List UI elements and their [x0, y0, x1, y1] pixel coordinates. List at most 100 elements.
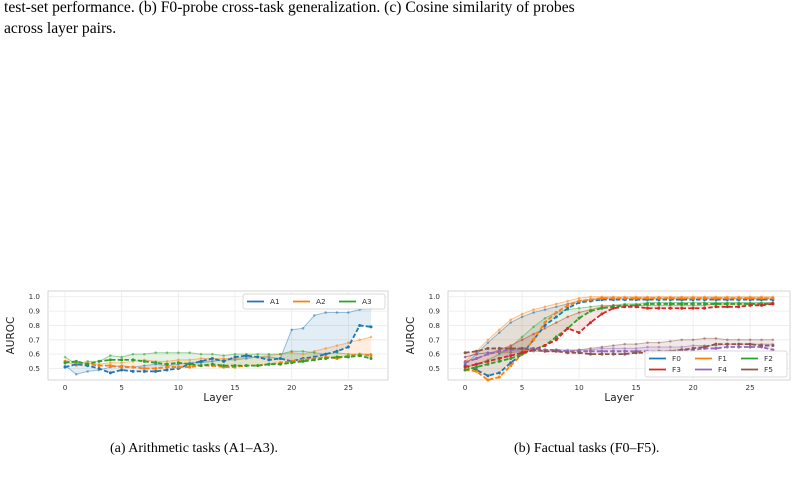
point-f4-test: [771, 348, 775, 352]
point-a2-train: [358, 338, 361, 342]
legend-label-f4: F4: [718, 365, 727, 374]
point-f2-train: [543, 316, 547, 320]
point-f1-test: [475, 369, 478, 373]
point-f4-test: [475, 356, 478, 360]
legend-label-a3: A3: [362, 297, 372, 306]
point-f4-test: [737, 345, 741, 349]
point-f4-test: [714, 346, 718, 350]
point-a3-test: [120, 358, 124, 362]
legend-box: [644, 350, 788, 378]
point-f1-test: [623, 296, 627, 300]
y-axis-label: AUROC: [5, 317, 17, 355]
point-a3-train: [165, 351, 169, 355]
point-a1-train: [324, 311, 327, 314]
y-tick-label: 1.0: [29, 292, 41, 301]
point-a1-train: [143, 364, 146, 367]
point-a1-test: [210, 356, 214, 360]
point-a1-test: [108, 371, 112, 375]
point-f1-test: [566, 303, 570, 307]
point-f1-test: [497, 375, 501, 379]
point-f3-train: [555, 321, 558, 324]
point-a3-test: [312, 358, 316, 362]
point-f5-test: [532, 348, 535, 352]
point-f1-train: [555, 302, 558, 306]
point-f3-test: [680, 306, 684, 310]
point-a3-test: [165, 362, 169, 366]
point-a3-test: [369, 356, 373, 360]
point-f1-test: [737, 296, 741, 300]
series-line-f1-train: [464, 296, 773, 362]
point-f4-train: [691, 344, 695, 347]
point-f1-test: [634, 296, 638, 300]
point-f0-test: [509, 361, 513, 365]
series-line-f2-train: [464, 301, 773, 368]
series-line-f5-test: [464, 343, 773, 356]
point-a1-test: [358, 323, 362, 327]
point-f2-test: [509, 356, 513, 360]
point-a3-test: [290, 361, 294, 365]
point-a2-train: [222, 357, 225, 360]
series-line-a2-test: [64, 353, 372, 370]
point-a3-train: [222, 354, 225, 357]
y-axis-label: AUROC: [405, 317, 417, 355]
point-f5-test: [509, 346, 513, 350]
point-a2-train: [109, 361, 112, 365]
point-f3-test: [497, 356, 501, 360]
x-tick-label: 0: [463, 383, 468, 392]
point-f3-test: [566, 326, 570, 330]
point-a2-test: [108, 364, 112, 368]
point-a3-test: [233, 364, 237, 368]
point-f4-train: [680, 345, 683, 349]
legend-label-f3: F3: [672, 365, 681, 374]
point-a2-test: [369, 354, 373, 358]
point-f5-train: [703, 337, 706, 340]
point-f3-train: [520, 338, 524, 342]
point-f1-test: [657, 296, 661, 300]
point-a2-test: [176, 365, 180, 369]
point-a1-train: [211, 360, 214, 363]
legend-label-f0: F0: [672, 354, 681, 363]
point-f3-test: [475, 362, 478, 366]
point-f5-test: [737, 342, 741, 346]
point-f4-train: [657, 345, 661, 349]
point-f1-test: [600, 296, 604, 300]
point-f5-test: [589, 352, 592, 356]
point-a2-train: [120, 361, 123, 365]
point-f1-test: [714, 296, 718, 300]
point-a2-test: [154, 367, 158, 371]
point-a3-test: [74, 359, 78, 363]
point-f2-test: [577, 316, 581, 320]
point-f5-test: [623, 352, 627, 356]
point-a3-test: [346, 355, 350, 359]
point-a1-train: [313, 314, 316, 317]
point-a3-train: [131, 352, 135, 356]
point-a3-train: [143, 352, 146, 356]
point-f3-test: [714, 305, 718, 309]
point-f3-test: [657, 306, 661, 310]
point-f1-test: [589, 298, 592, 302]
point-f5-test: [554, 349, 558, 353]
point-a3-test: [176, 361, 180, 365]
point-a1-train: [290, 328, 293, 332]
x-axis-label: Layer: [203, 392, 233, 404]
point-a3-train: [301, 349, 305, 353]
point-f3-test: [634, 305, 638, 309]
subcaption-factual: (b) Factual tasks (F0–F5).: [514, 441, 660, 456]
point-f5-train: [748, 338, 752, 342]
point-a1-test: [233, 355, 237, 359]
point-f3-test: [703, 306, 706, 310]
point-f3-train: [532, 332, 535, 336]
point-f0-train: [509, 321, 512, 324]
point-a3-test: [97, 359, 101, 363]
point-f4-test: [725, 345, 729, 349]
point-f3-test: [520, 351, 524, 355]
y-tick-label: 0.6: [429, 350, 441, 359]
point-f5-test: [703, 345, 706, 349]
point-f3-test: [589, 321, 592, 325]
point-f5-test: [486, 346, 490, 350]
point-f5-train: [612, 344, 615, 347]
point-f2-test: [497, 359, 501, 363]
point-f3-test: [691, 306, 695, 310]
point-f0-train: [498, 331, 501, 334]
x-tick-label: 25: [344, 383, 353, 392]
